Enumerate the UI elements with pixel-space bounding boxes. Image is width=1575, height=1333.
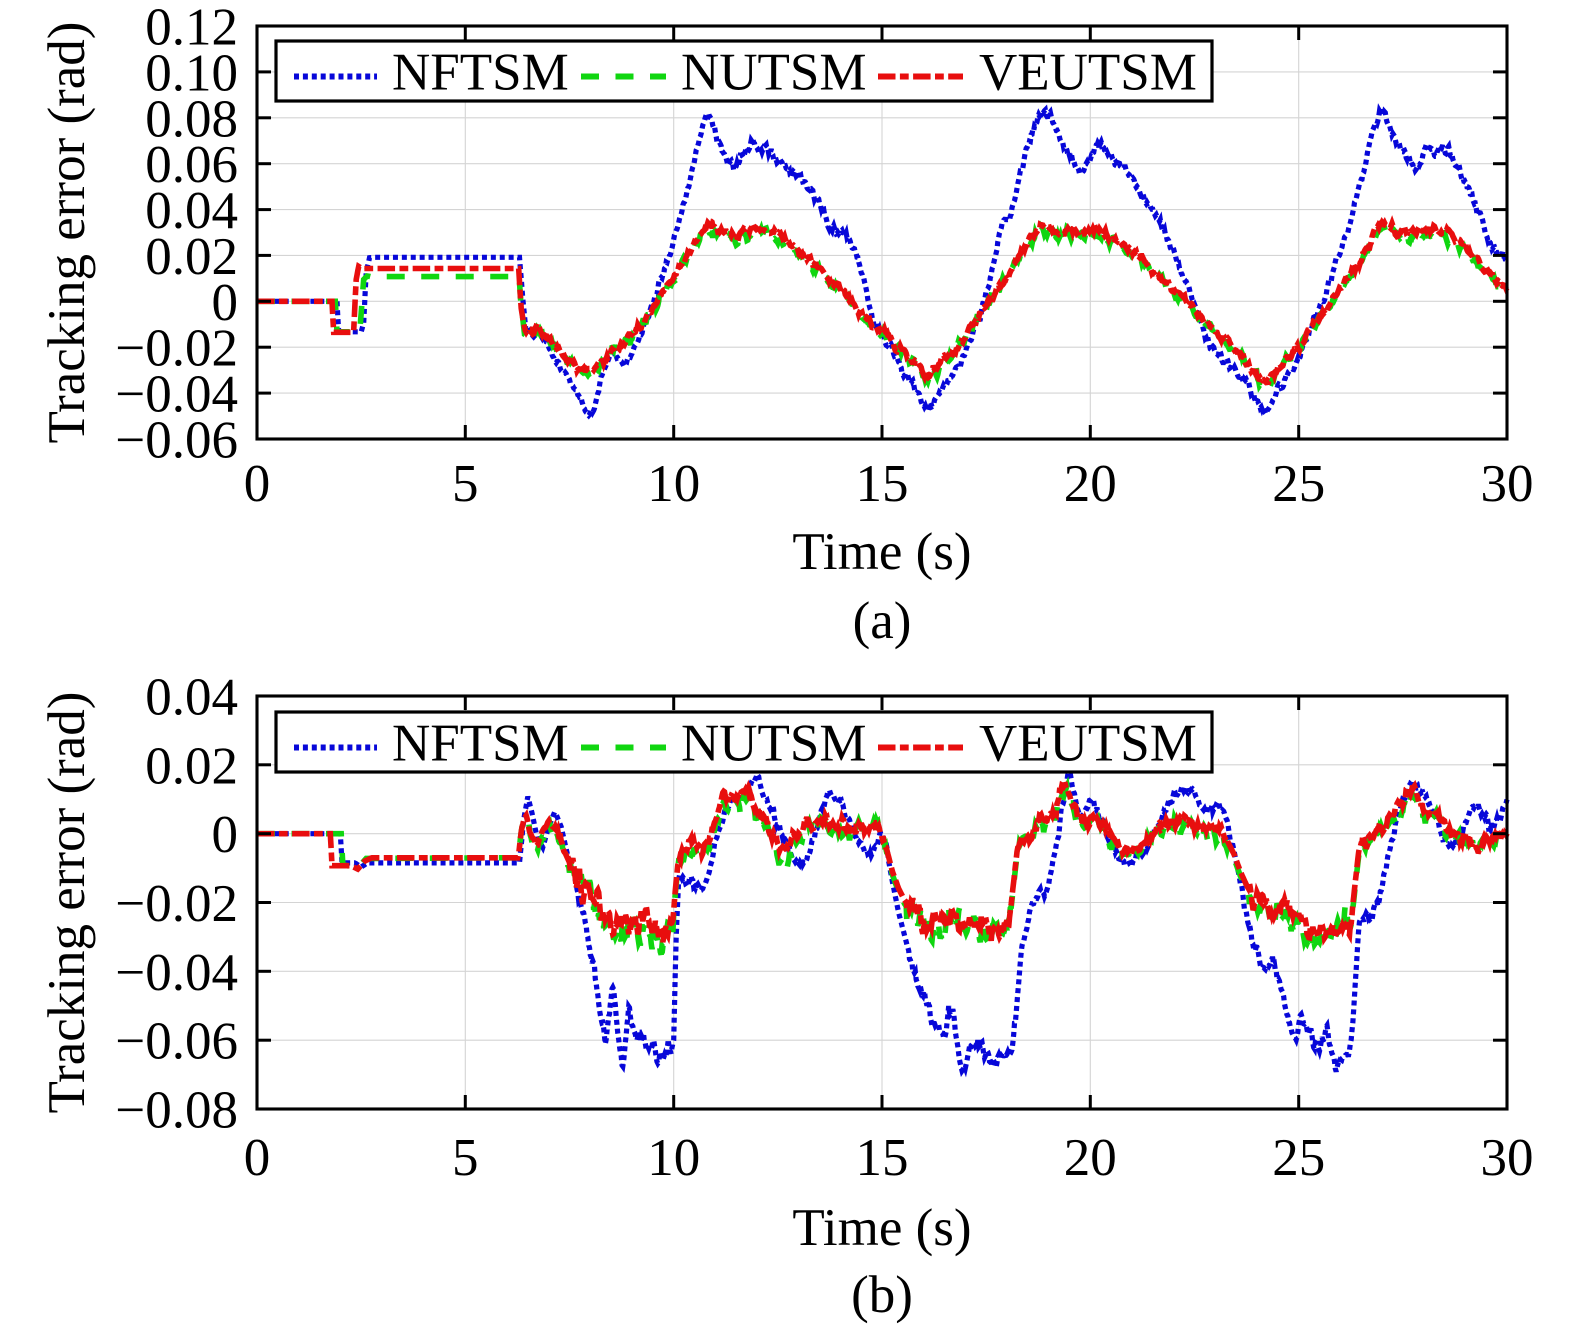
svg-text:VEUTSM: VEUTSM: [979, 715, 1197, 773]
svg-text:(a): (a): [853, 592, 912, 650]
svg-text:Time (s): Time (s): [792, 523, 971, 581]
svg-text:NUTSM: NUTSM: [681, 715, 867, 773]
svg-text:0: 0: [244, 1129, 271, 1187]
svg-text:−0.08: −0.08: [115, 1082, 238, 1140]
svg-text:5: 5: [452, 455, 479, 513]
svg-text:0.12: 0.12: [145, 0, 238, 57]
svg-text:10: 10: [647, 1129, 700, 1187]
svg-text:Time (s): Time (s): [792, 1199, 971, 1257]
svg-text:15: 15: [856, 455, 909, 513]
svg-text:25: 25: [1272, 455, 1325, 513]
svg-text:5: 5: [452, 1129, 479, 1187]
svg-text:−0.06: −0.06: [115, 412, 238, 470]
svg-text:25: 25: [1272, 1129, 1325, 1187]
svg-text:10: 10: [647, 455, 700, 513]
svg-text:0.02: 0.02: [145, 228, 238, 286]
svg-text:NFTSM: NFTSM: [392, 44, 569, 102]
svg-text:30: 30: [1481, 455, 1534, 513]
svg-text:20: 20: [1064, 455, 1117, 513]
svg-text:−0.04: −0.04: [115, 944, 238, 1002]
svg-text:20: 20: [1064, 1129, 1117, 1187]
svg-text:−0.02: −0.02: [115, 875, 238, 933]
svg-text:Tracking error (rad): Tracking error (rad): [38, 22, 96, 444]
svg-text:0: 0: [212, 274, 239, 332]
svg-text:0.06: 0.06: [145, 136, 238, 194]
svg-text:NFTSM: NFTSM: [392, 715, 569, 773]
svg-text:0.02: 0.02: [145, 737, 238, 795]
svg-text:0: 0: [212, 806, 239, 864]
svg-text:30: 30: [1481, 1129, 1534, 1187]
svg-text:0.08: 0.08: [145, 90, 238, 148]
svg-text:−0.06: −0.06: [115, 1013, 238, 1071]
svg-text:15: 15: [856, 1129, 909, 1187]
svg-text:−0.04: −0.04: [115, 366, 238, 424]
svg-text:−0.02: −0.02: [115, 320, 238, 378]
svg-text:NUTSM: NUTSM: [681, 44, 867, 102]
svg-text:Tracking error (rad): Tracking error (rad): [38, 692, 96, 1114]
svg-text:0.04: 0.04: [145, 669, 238, 727]
svg-text:0.04: 0.04: [145, 182, 238, 240]
svg-text:(b): (b): [851, 1266, 913, 1324]
svg-text:0: 0: [244, 455, 271, 513]
svg-text:VEUTSM: VEUTSM: [979, 44, 1197, 102]
svg-text:0.10: 0.10: [145, 44, 238, 102]
